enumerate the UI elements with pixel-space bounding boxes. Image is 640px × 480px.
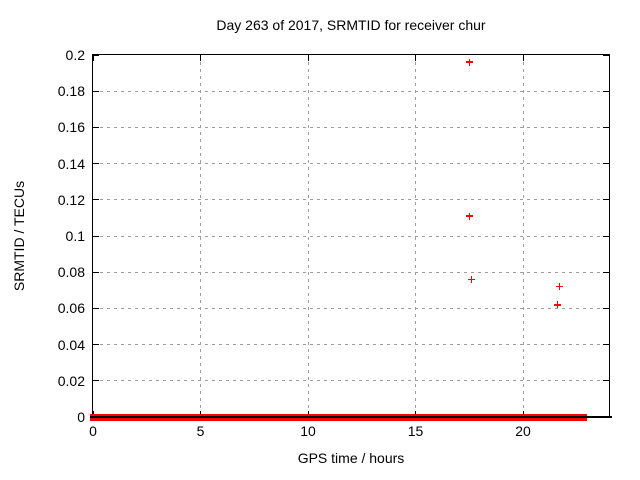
data-point-marker [556,283,564,291]
plus-marker-vertical-stroke [468,58,470,66]
y-tick-mark-left [93,199,99,201]
plot-area: 0 5 10 15 20 0 0.02 0.04 0.06 0.08 0.1 0.12 0.14 0.16… [58,47,612,439]
y-tick-mark-right [603,163,609,165]
x-tick-mark-top [200,55,201,61]
x-tick-mark-top [522,55,524,61]
y-gridline [93,380,609,382]
y-tick-mark-right [603,199,609,201]
data-point-marker [467,275,475,283]
y-tick-mark-left [93,90,99,92]
y-gridline [93,235,609,237]
y-tick-mark-left [93,54,99,56]
y-tick-label: 0.18 [57,83,85,100]
y-gridline [93,90,609,92]
data-point-marker [553,301,561,309]
y-tick-mark-left [93,380,99,382]
plus-marker-vertical-stroke [470,275,473,283]
y-tick-mark-right [603,90,609,92]
y-tick-mark-right [603,126,609,128]
x-tick-label: 5 [196,423,205,439]
y-tick-mark-right [603,271,609,273]
y-tick-mark-right [603,307,609,309]
y-tick-label: 0.04 [57,336,85,353]
y-gridline [93,307,609,309]
x-tick-label: 10 [300,423,316,439]
y-tick-mark-left [93,344,99,346]
x-tick-label: 20 [515,423,531,439]
y-tick-mark-left [93,235,99,237]
y-gridline [93,126,609,128]
y-gridline [93,271,609,273]
y-tick-label: 0 [77,409,85,425]
y-tick-label: 0.1 [65,228,85,244]
y-tick-label: 0.08 [57,264,85,281]
x-axis-border-line [90,416,612,418]
y-tick-mark-right [603,380,609,382]
x-tick-label: 15 [407,423,424,439]
y-tick-mark-right [603,344,609,346]
y-tick-mark-right [603,54,609,56]
x-tick-label: 0 [89,423,97,439]
y-gridline [93,199,609,201]
plus-marker-vertical-stroke [556,301,559,309]
y-tick-label: 0.12 [57,191,85,208]
y-tick-mark-left [93,271,99,273]
x-tick-mark-top [92,55,94,61]
x-tick-mark-top [415,55,416,61]
data-point-marker [465,212,473,220]
y-tick-label: 0.06 [57,300,85,317]
y-tick-mark-left [93,163,99,165]
y-tick-label: 0.2 [65,47,85,63]
chart-title: Day 263 of 2017, SRMTID for receiver chu… [216,17,486,33]
y-tick-label: 0.02 [57,372,85,389]
y-tick-mark-left [93,307,99,309]
plus-marker-vertical-stroke [558,283,561,291]
plus-marker-vertical-stroke [468,212,470,220]
y-gridline [93,163,609,165]
x-axis-label: GPS time / hours [297,450,405,466]
x-tick-mark-top [307,55,309,61]
data-point-marker [465,58,473,66]
y-tick-label: 0.14 [57,155,85,172]
y-tick-label: 0.16 [57,119,85,136]
y-tick-mark-left [93,126,99,128]
y-tick-mark-right [603,235,609,237]
y-gridline [93,344,609,346]
